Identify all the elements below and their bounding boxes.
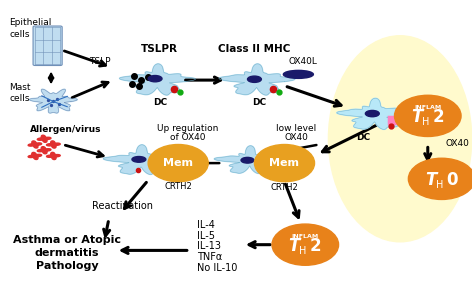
Text: cells: cells <box>9 30 30 39</box>
Text: Class II MHC: Class II MHC <box>218 44 291 54</box>
Text: Allergen/virus: Allergen/virus <box>30 125 102 134</box>
Text: of OX40: of OX40 <box>170 133 205 142</box>
Text: OX40: OX40 <box>284 133 308 142</box>
Text: Pathology: Pathology <box>36 261 99 271</box>
Circle shape <box>148 144 208 182</box>
Polygon shape <box>29 89 77 113</box>
Text: IL-4: IL-4 <box>197 220 215 230</box>
Polygon shape <box>214 146 286 173</box>
Ellipse shape <box>283 70 313 78</box>
Polygon shape <box>337 98 413 129</box>
Text: Epithelial: Epithelial <box>9 18 52 27</box>
Text: H: H <box>422 117 429 127</box>
Text: INFLAM: INFLAM <box>292 234 319 239</box>
Text: IL-5: IL-5 <box>197 231 215 240</box>
Text: DC: DC <box>356 133 370 142</box>
Ellipse shape <box>241 158 254 163</box>
Text: No IL-10: No IL-10 <box>197 263 237 273</box>
Text: Up regulation: Up regulation <box>157 124 218 133</box>
Circle shape <box>394 95 461 136</box>
Text: OX40L: OX40L <box>289 57 318 66</box>
Polygon shape <box>37 135 51 142</box>
FancyBboxPatch shape <box>33 26 62 66</box>
Text: IL-13: IL-13 <box>197 241 221 251</box>
Circle shape <box>255 144 315 182</box>
Text: 0: 0 <box>446 171 457 189</box>
Ellipse shape <box>148 75 162 82</box>
Text: Mem: Mem <box>163 158 193 168</box>
Circle shape <box>409 158 474 199</box>
Text: low level: low level <box>276 124 316 133</box>
Text: DC: DC <box>153 99 167 108</box>
Polygon shape <box>119 64 195 95</box>
Text: 2: 2 <box>432 108 444 126</box>
Text: CRTH2: CRTH2 <box>164 181 192 190</box>
Text: dermatitis: dermatitis <box>35 248 100 258</box>
Polygon shape <box>46 152 60 160</box>
Text: DC: DC <box>252 99 266 108</box>
Text: TSLPR: TSLPR <box>141 44 178 54</box>
Text: Reactivation: Reactivation <box>92 201 153 211</box>
Text: Asthma or Atopic: Asthma or Atopic <box>13 235 121 245</box>
Circle shape <box>272 224 338 265</box>
Text: Mast: Mast <box>9 83 31 92</box>
Polygon shape <box>219 64 295 95</box>
Text: Mem: Mem <box>270 158 300 168</box>
Text: INFLAM: INFLAM <box>414 105 441 110</box>
Text: T: T <box>289 237 300 255</box>
Polygon shape <box>28 152 42 160</box>
Polygon shape <box>28 141 42 148</box>
Ellipse shape <box>328 36 472 242</box>
Text: CRTH2: CRTH2 <box>270 183 298 192</box>
Text: cells: cells <box>9 94 30 103</box>
Text: T: T <box>411 108 422 126</box>
Text: 2: 2 <box>310 237 321 255</box>
Text: T: T <box>425 171 436 189</box>
Text: H: H <box>299 246 307 256</box>
Polygon shape <box>46 141 60 148</box>
Text: TNFα: TNFα <box>197 252 222 262</box>
Polygon shape <box>37 147 51 154</box>
Ellipse shape <box>365 110 379 117</box>
Ellipse shape <box>247 76 261 82</box>
Polygon shape <box>103 145 179 175</box>
Text: OX40: OX40 <box>446 138 470 148</box>
Text: TSLP: TSLP <box>89 57 110 66</box>
Text: H: H <box>436 180 443 190</box>
Ellipse shape <box>132 157 146 162</box>
